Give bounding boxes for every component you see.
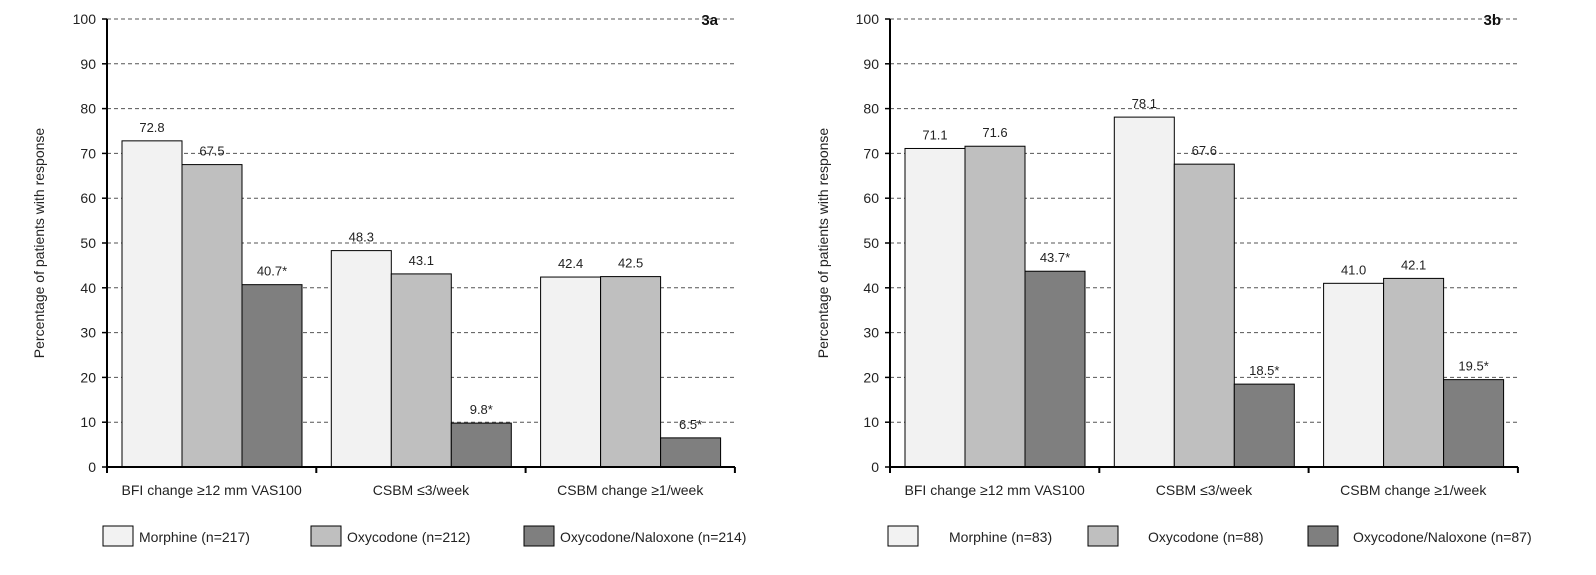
category-label: CSBM change ≥1/week <box>1340 482 1487 498</box>
y-tick-label: 90 <box>80 56 96 72</box>
y-tick-label: 50 <box>863 235 879 251</box>
bar <box>181 164 243 468</box>
bar <box>241 284 303 468</box>
legend-swatch <box>523 525 555 547</box>
legend-label: Oxycodone/Naloxone (n=214) <box>560 529 746 545</box>
category-label: BFI change ≥12 mm VAS100 <box>905 482 1085 498</box>
bar-value-label: 48.3 <box>349 230 374 245</box>
y-tick-label: 30 <box>80 325 96 341</box>
y-tick-label: 40 <box>863 280 879 296</box>
bar <box>600 276 662 468</box>
category-label: CSBM ≤3/week <box>373 482 470 498</box>
bar-value-label: 43.1 <box>409 253 434 268</box>
bar <box>121 140 183 468</box>
bar-value-label: 19.5* <box>1458 359 1488 374</box>
bar <box>330 250 392 468</box>
bar-value-label: 18.5* <box>1249 363 1279 378</box>
legend-label: Oxycodone (n=212) <box>347 529 470 545</box>
y-axis-label: Percentage of patients with response <box>815 128 831 359</box>
category-label: CSBM change ≥1/week <box>557 482 704 498</box>
chart-panel-3a: 0 10 20 30 40 50 60 70 80 90 100 Percentage of pati… <box>31 11 746 547</box>
bar <box>1233 383 1295 468</box>
y-tick-label: 40 <box>80 280 96 296</box>
category-label: BFI change ≥12 mm VAS100 <box>122 482 302 498</box>
legend-label: Morphine (n=217) <box>139 529 250 545</box>
y-tick-label: 90 <box>863 56 879 72</box>
legend-swatch <box>102 525 134 547</box>
bar <box>964 145 1026 468</box>
y-tick-label: 20 <box>863 369 879 385</box>
y-tick-label: 80 <box>863 101 879 117</box>
bar-value-label: 67.6 <box>1192 143 1217 158</box>
legend-swatch <box>1087 525 1119 547</box>
y-tick-label: 10 <box>80 414 96 430</box>
y-axis-label: Percentage of patients with response <box>31 128 47 359</box>
bar-value-label: 71.1 <box>922 127 947 142</box>
bar <box>390 273 452 468</box>
y-tick-label: 80 <box>80 101 96 117</box>
bar-value-label: 9.8* <box>470 402 493 417</box>
bar <box>1443 379 1505 468</box>
panel-label: 3a <box>701 12 718 29</box>
y-tick-label: 30 <box>863 325 879 341</box>
y-tick-label: 70 <box>80 145 96 161</box>
category-label: CSBM ≤3/week <box>1156 482 1253 498</box>
bar <box>450 422 512 468</box>
legend-label: Oxycodone (n=88) <box>1148 529 1264 545</box>
bar <box>540 276 602 468</box>
bar <box>1323 282 1385 468</box>
bar-value-label: 72.8 <box>139 120 164 135</box>
bar-value-label: 41.0 <box>1341 262 1366 277</box>
bar-value-label: 40.7* <box>257 264 287 279</box>
legend-swatch <box>1307 525 1339 547</box>
bar-value-label: 43.7* <box>1040 250 1070 265</box>
y-tick-label: 60 <box>863 190 879 206</box>
bar <box>1113 116 1175 468</box>
bar-value-label: 78.1 <box>1132 96 1157 111</box>
y-tick-label: 0 <box>88 459 96 475</box>
legend-swatch <box>310 525 342 547</box>
y-tick-label: 70 <box>863 145 879 161</box>
bar-value-label: 42.4 <box>558 256 583 271</box>
bar-value-label: 42.1 <box>1401 257 1426 272</box>
y-tick-label: 0 <box>871 459 879 475</box>
bar-value-label: 42.5 <box>618 256 643 271</box>
y-tick-label: 10 <box>863 414 879 430</box>
legend-label: Morphine (n=83) <box>949 529 1052 545</box>
bar-value-label: 6.5* <box>679 417 702 432</box>
legend-label: Oxycodone/Naloxone (n=87) <box>1353 529 1532 545</box>
panel-label: 3b <box>1483 12 1501 29</box>
chart-panel-3b: 0 10 20 30 40 50 60 70 80 90 100 Percentage of pati… <box>815 11 1532 547</box>
bar <box>1383 277 1445 468</box>
bar <box>904 147 966 468</box>
y-tick-label: 50 <box>80 235 96 251</box>
y-tick-label: 60 <box>80 190 96 206</box>
bar-value-label: 71.6 <box>982 125 1007 140</box>
y-tick-label: 100 <box>73 11 97 27</box>
bar-value-label: 67.5 <box>199 144 224 159</box>
bar <box>1173 163 1235 468</box>
y-tick-label: 100 <box>856 11 880 27</box>
bar <box>1024 270 1086 468</box>
bar <box>660 437 722 468</box>
y-tick-label: 20 <box>80 369 96 385</box>
legend-swatch <box>887 525 919 547</box>
